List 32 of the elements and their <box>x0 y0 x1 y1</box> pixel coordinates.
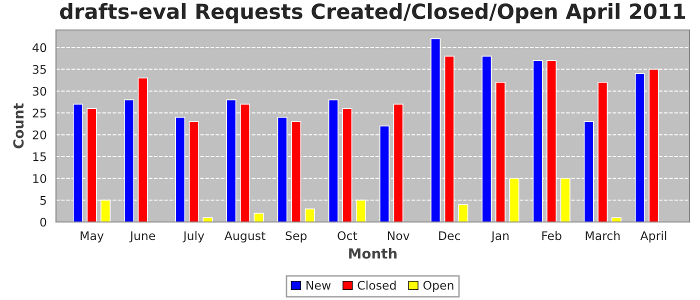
y-axis-title: Count <box>13 103 24 148</box>
x-tick-label: Oct <box>338 231 358 240</box>
legend-label: Closed <box>358 280 396 290</box>
y-tick-label: 25 <box>32 108 46 118</box>
y-tick-label: 5 <box>40 196 46 205</box>
x-tick-label: Sep <box>286 231 307 242</box>
y-tick-label: 10 <box>33 174 46 184</box>
x-tick-label: March <box>586 231 620 240</box>
bar <box>611 217 622 222</box>
x-tick-label: August <box>224 231 266 242</box>
x-axis-title: Month <box>349 248 397 259</box>
legend-label: New <box>306 280 331 290</box>
x-tick-label: Jan <box>490 231 509 242</box>
x-tick-label: June <box>129 231 156 242</box>
x-tick-label: Dec <box>439 231 460 240</box>
y-tick-label: 35 <box>32 64 46 74</box>
x-tick-label: April <box>640 231 666 242</box>
chart-title: drafts-eval Requests Created/Closed/Open April 2011 <box>60 3 685 24</box>
x-tick-label: July <box>182 231 204 242</box>
y-tick-label: 15 <box>33 152 46 162</box>
x-tick-label: Nov <box>388 231 410 240</box>
y-tick-label: 0 <box>40 218 46 227</box>
y-tick-label: 20 <box>32 130 46 140</box>
x-tick-label: Feb <box>542 231 562 240</box>
bar <box>458 204 468 222</box>
y-tick-label: 40 <box>32 43 46 52</box>
x-tick-label: May <box>80 231 104 242</box>
legend-label: Open <box>423 280 454 292</box>
bar <box>254 212 264 222</box>
bar <box>304 208 315 222</box>
bar <box>202 217 213 222</box>
y-tick-label: 30 <box>32 86 46 96</box>
